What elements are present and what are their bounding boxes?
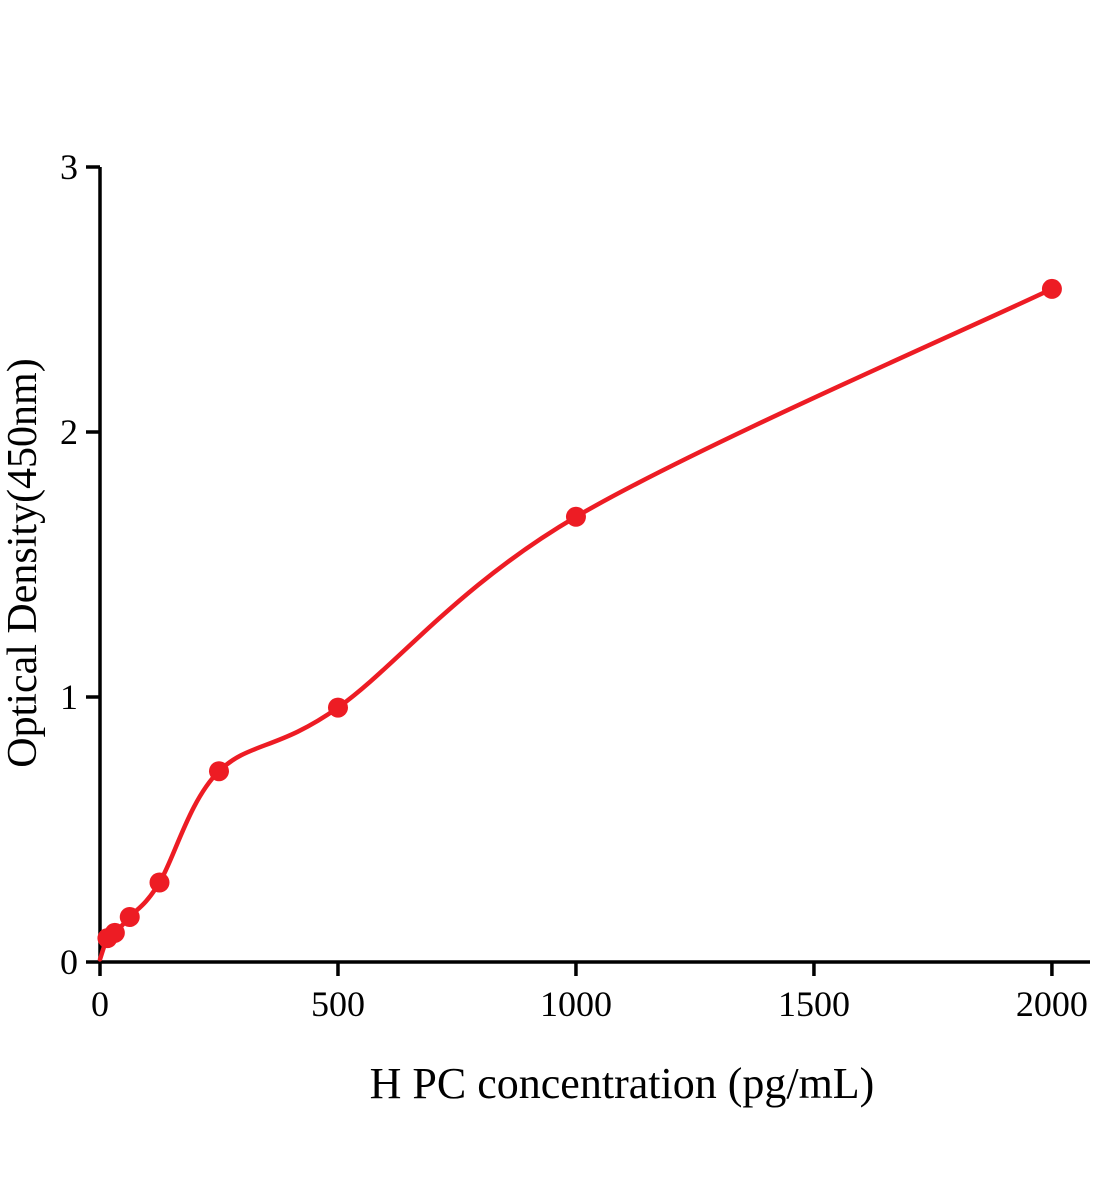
y-tick-label: 1 <box>60 677 78 717</box>
data-point <box>1041 278 1062 299</box>
fitted-curve-path <box>97 286 1055 962</box>
data-point <box>327 697 348 718</box>
x-tick-label: 1500 <box>778 984 850 1024</box>
y-tick-label: 3 <box>60 147 78 187</box>
chart-render-layer: 0 500 1000 1500 2000 0 1 2 3 <box>60 147 1090 1024</box>
data-point <box>104 922 125 943</box>
y-tick-label: 2 <box>60 412 78 452</box>
x-tick-label: 0 <box>91 984 109 1024</box>
x-tick-label: 1000 <box>540 984 612 1024</box>
data-point <box>149 872 170 893</box>
data-point <box>565 506 586 527</box>
data-point <box>208 761 229 782</box>
y-axis-title: Optical Density(450nm) <box>0 358 46 767</box>
x-tick-label: 2000 <box>1016 984 1088 1024</box>
y-tick-label: 0 <box>60 942 78 982</box>
x-tick-label: 500 <box>311 984 365 1024</box>
x-axis-title: H PC concentration (pg/mL) <box>370 1059 875 1108</box>
data-point <box>119 906 140 927</box>
